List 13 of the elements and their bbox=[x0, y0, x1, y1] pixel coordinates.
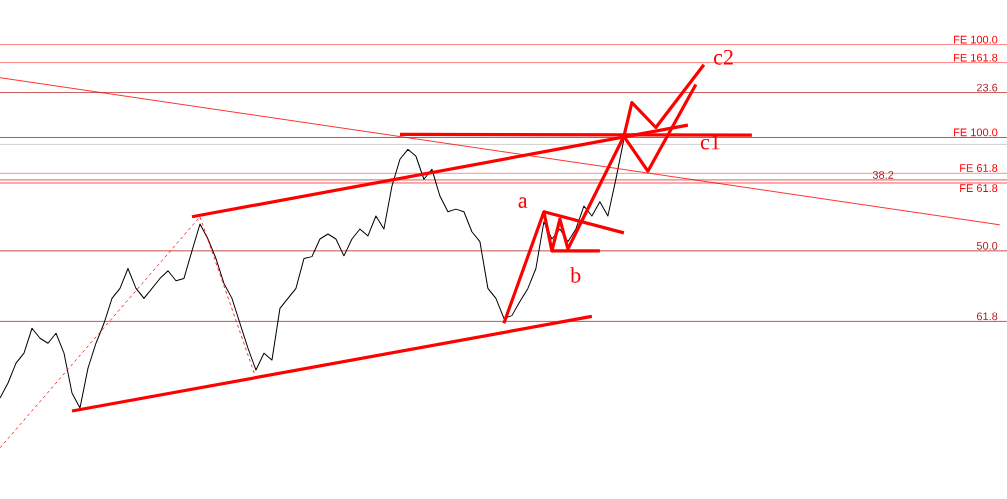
annotation: b bbox=[570, 267, 581, 283]
ref-line-label: FE 61.8 bbox=[960, 164, 998, 172]
annotation: 38.2 bbox=[872, 171, 894, 179]
annotation: c1 bbox=[700, 134, 720, 150]
ref-line-label: FE 61.8 bbox=[960, 184, 998, 193]
annotation: 50.0 bbox=[976, 241, 998, 250]
text: c2 bbox=[713, 49, 733, 65]
annotation: a bbox=[518, 197, 528, 208]
ref-line-label: FE 161.8 bbox=[954, 53, 998, 62]
ref-line-label: FE 100.0 bbox=[954, 128, 998, 137]
annotation: 23.6 bbox=[976, 83, 998, 92]
ref-line-label: FE 100.0 bbox=[954, 35, 998, 44]
annotation: 61.8 bbox=[976, 312, 998, 321]
